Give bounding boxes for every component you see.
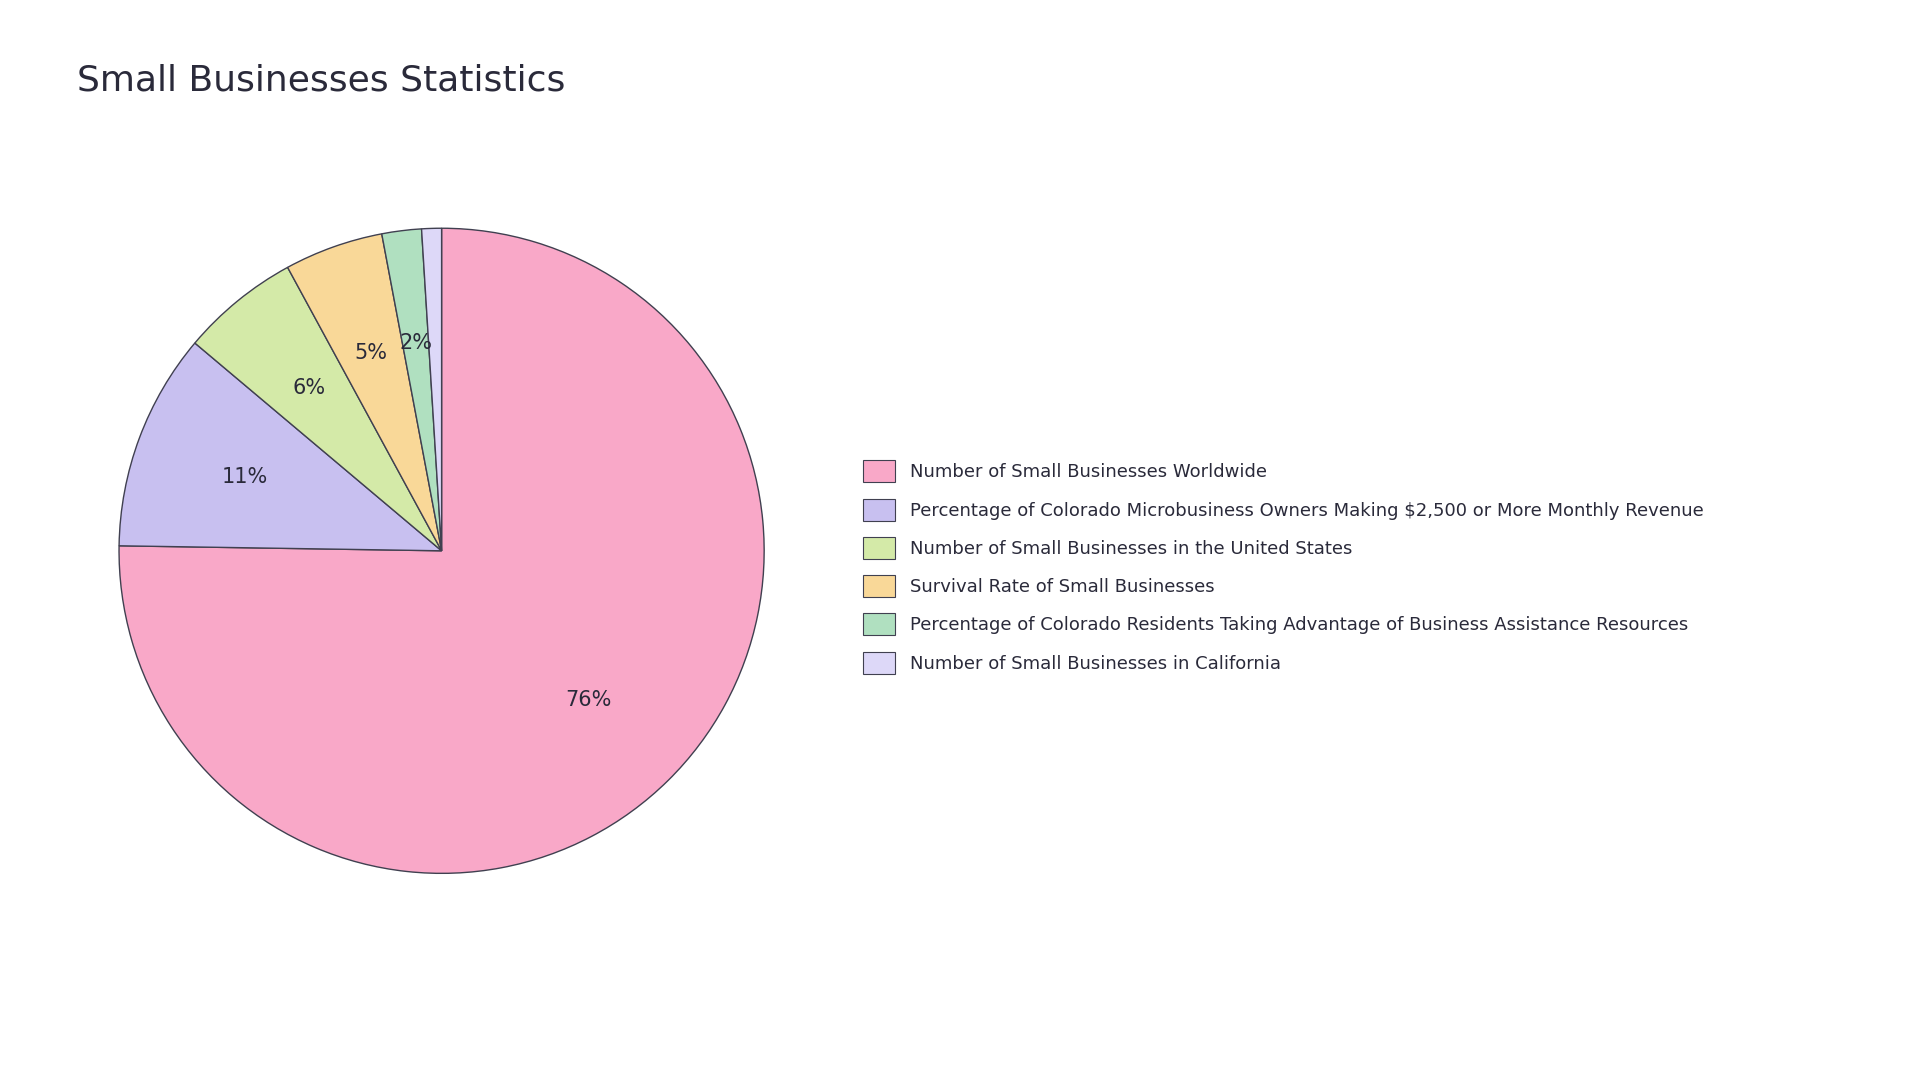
- Wedge shape: [422, 228, 442, 551]
- Text: 2%: 2%: [399, 333, 432, 353]
- Text: 11%: 11%: [223, 468, 269, 487]
- Wedge shape: [194, 268, 442, 551]
- Wedge shape: [119, 228, 764, 874]
- Text: 5%: 5%: [355, 343, 388, 363]
- Wedge shape: [119, 343, 442, 551]
- Wedge shape: [382, 229, 442, 551]
- Legend: Number of Small Businesses Worldwide, Percentage of Colorado Microbusiness Owner: Number of Small Businesses Worldwide, Pe…: [854, 451, 1713, 683]
- Text: Small Businesses Statistics: Small Businesses Statistics: [77, 64, 564, 97]
- Text: 76%: 76%: [566, 690, 612, 711]
- Text: 6%: 6%: [292, 378, 326, 399]
- Wedge shape: [288, 234, 442, 551]
